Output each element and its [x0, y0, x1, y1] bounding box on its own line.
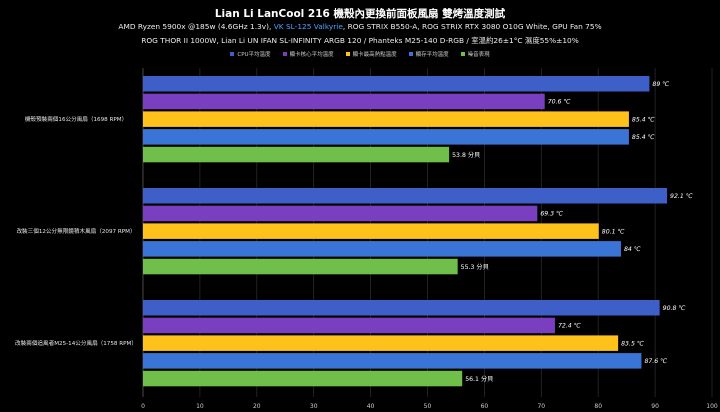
- data-label: 69.3 ℃: [540, 211, 563, 218]
- x-tick-label: 90: [651, 403, 659, 410]
- x-tick-label: 0: [141, 403, 145, 410]
- bar: [143, 241, 621, 257]
- x-tick-label: 20: [253, 403, 261, 410]
- data-label: 85.4 ℃: [632, 116, 655, 123]
- legend-swatch: [460, 52, 465, 56]
- test-system-specs-line-1: AMD Ryzen 5900x @185w (4.6GHz 1.3v), VK …: [0, 22, 720, 31]
- data-label: 90.8 ℃: [663, 305, 686, 312]
- data-label: 55.3 分貝: [461, 263, 489, 271]
- data-label: 92.1 ℃: [670, 193, 693, 200]
- legend-swatch: [345, 52, 350, 56]
- data-label: 89 ℃: [652, 81, 669, 88]
- x-tick-label: 50: [424, 403, 432, 410]
- data-label: 80.1 ℃: [602, 228, 625, 235]
- x-tick-label: 40: [367, 403, 375, 410]
- category-label: 機殼預裝兩個16公分風扇（1698 RPM）: [25, 115, 127, 123]
- x-tick-label: 60: [481, 403, 489, 410]
- bar: [143, 223, 599, 239]
- data-label: 84 ℃: [624, 246, 641, 253]
- bar: [143, 146, 450, 163]
- data-label: 72.4 ℃: [558, 323, 581, 330]
- bar: [143, 93, 545, 110]
- bar: [143, 258, 458, 275]
- data-label: 85.4 ℃: [632, 134, 655, 141]
- legend-label: 顯卡核心平均溫度: [289, 52, 334, 58]
- bar: [143, 353, 642, 369]
- x-tick-label: 100: [706, 403, 718, 410]
- x-tick-label: 30: [310, 403, 318, 410]
- legend-item: 顯卡最高熱點溫度: [345, 50, 397, 58]
- legend-item: CPU平均溫度: [230, 50, 271, 58]
- legend-label: 顯卡最高熱點溫度: [352, 52, 397, 58]
- bar: [143, 205, 538, 222]
- test-system-specs-line-2: ROG THOR II 1000W, Lian Li UN IFAN SL-IN…: [141, 36, 579, 45]
- chart-title: Lian Li LanCool 216 機殼內更換前面板風扇 雙烤溫度測試: [214, 8, 506, 20]
- data-label: 83.5 ℃: [621, 340, 644, 347]
- chart-legend: CPU平均溫度 顯卡核心平均溫度 顯卡最高熱點溫度 顯存平均溫度 噪音表現: [0, 50, 720, 58]
- category-label: 改裝兩個追風者M25-14公分風扇（1758 RPM）: [15, 339, 137, 347]
- category-label: 改裝三個12公分無限鏡積木風扇（2097 RPM）: [16, 227, 135, 235]
- bar: [143, 300, 660, 316]
- legend-swatch: [282, 52, 287, 56]
- legend-item: 顯存平均溫度: [408, 50, 449, 58]
- legend-label: 顯存平均溫度: [415, 52, 449, 58]
- x-tick-label: 80: [594, 403, 602, 410]
- bar: [143, 111, 629, 127]
- specs-line-1-start: AMD Ryzen 5900x @185w (4.6GHz 1.3v),: [118, 22, 274, 31]
- legend-item: 顯卡核心平均溫度: [282, 50, 334, 58]
- bar: [143, 188, 668, 204]
- legend-swatch: [230, 52, 235, 56]
- legend-label: 噪音表現: [467, 52, 490, 58]
- x-tick-label: 10: [196, 403, 204, 410]
- data-label: 87.6 ℃: [644, 358, 667, 365]
- bar: [143, 129, 629, 145]
- data-label: 56.1 分貝: [465, 375, 493, 383]
- bar: [143, 335, 619, 351]
- data-label: 53.8 分貝: [452, 151, 480, 159]
- bar: [143, 370, 463, 387]
- specs-line-1-highlight: VK SL-125 Valkyrie: [273, 22, 343, 31]
- data-label: 70.6 ℃: [548, 99, 571, 106]
- bar: [143, 317, 555, 334]
- legend-swatch: [408, 52, 413, 56]
- specs-line-1-end: , ROG STRIX B550-A, ROG STRIX RTX 3080 O…: [342, 22, 602, 31]
- legend-label: CPU平均溫度: [237, 52, 271, 58]
- x-tick-label: 70: [537, 403, 545, 410]
- legend-item: 噪音表現: [460, 50, 490, 58]
- bar: [143, 76, 650, 92]
